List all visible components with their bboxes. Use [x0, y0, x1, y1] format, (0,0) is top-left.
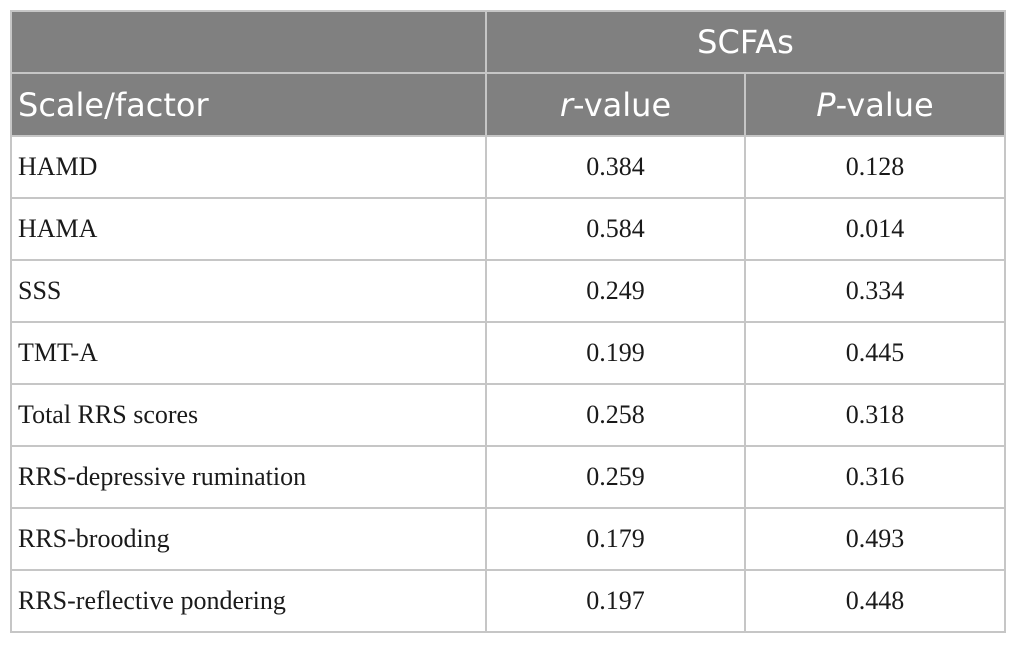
p-value-cell: 0.318 — [744, 383, 1006, 447]
p-symbol: P — [816, 85, 836, 124]
column-header-scale: Scale/factor — [10, 72, 487, 137]
r-value-cell: 0.249 — [485, 259, 746, 323]
table-row: RRS-depressive rumination 0.259 0.316 — [10, 445, 1006, 509]
table-row: HAMA 0.584 0.014 — [10, 197, 1006, 261]
r-value-cell: 0.179 — [485, 507, 746, 571]
header-row-group: SCFAs — [10, 10, 1006, 74]
row-label: SSS — [10, 259, 487, 323]
table-row: SSS 0.249 0.334 — [10, 259, 1006, 323]
header-row-columns: Scale/factor r-value P-value — [10, 72, 1006, 137]
p-value-cell: 0.493 — [744, 507, 1006, 571]
r-value-cell: 0.384 — [485, 135, 746, 199]
p-value-suffix: -value — [835, 85, 934, 124]
row-label: Total RRS scores — [10, 383, 487, 447]
p-value-cell: 0.445 — [744, 321, 1006, 385]
row-label: HAMD — [10, 135, 487, 199]
r-symbol: r — [559, 85, 574, 124]
r-value-cell: 0.259 — [485, 445, 746, 509]
row-label: RRS-reflective pondering — [10, 569, 487, 633]
row-label: RRS-brooding — [10, 507, 487, 571]
table-body: HAMD 0.384 0.128 HAMA 0.584 0.014 SSS 0.… — [10, 135, 1006, 633]
correlation-table: SCFAs Scale/factor r-value P-value HAMD … — [10, 10, 1006, 633]
column-header-r-value: r-value — [485, 72, 746, 137]
row-label: TMT-A — [10, 321, 487, 385]
row-label: RRS-depressive rumination — [10, 445, 487, 509]
r-value-cell: 0.199 — [485, 321, 746, 385]
r-value-cell: 0.197 — [485, 569, 746, 633]
table-header: SCFAs Scale/factor r-value P-value — [10, 10, 1006, 137]
table-row: Total RRS scores 0.258 0.318 — [10, 383, 1006, 447]
table-row: HAMD 0.384 0.128 — [10, 135, 1006, 199]
p-value-cell: 0.014 — [744, 197, 1006, 261]
row-label: HAMA — [10, 197, 487, 261]
r-value-cell: 0.584 — [485, 197, 746, 261]
table-row: RRS-reflective pondering 0.197 0.448 — [10, 569, 1006, 633]
p-value-cell: 0.316 — [744, 445, 1006, 509]
header-empty-cell — [10, 10, 487, 74]
column-header-p-value: P-value — [744, 72, 1006, 137]
p-value-cell: 0.334 — [744, 259, 1006, 323]
r-value-suffix: -value — [573, 85, 672, 124]
group-header-scfas: SCFAs — [485, 10, 1006, 74]
p-value-cell: 0.128 — [744, 135, 1006, 199]
table-row: TMT-A 0.199 0.445 — [10, 321, 1006, 385]
p-value-cell: 0.448 — [744, 569, 1006, 633]
r-value-cell: 0.258 — [485, 383, 746, 447]
table-row: RRS-brooding 0.179 0.493 — [10, 507, 1006, 571]
